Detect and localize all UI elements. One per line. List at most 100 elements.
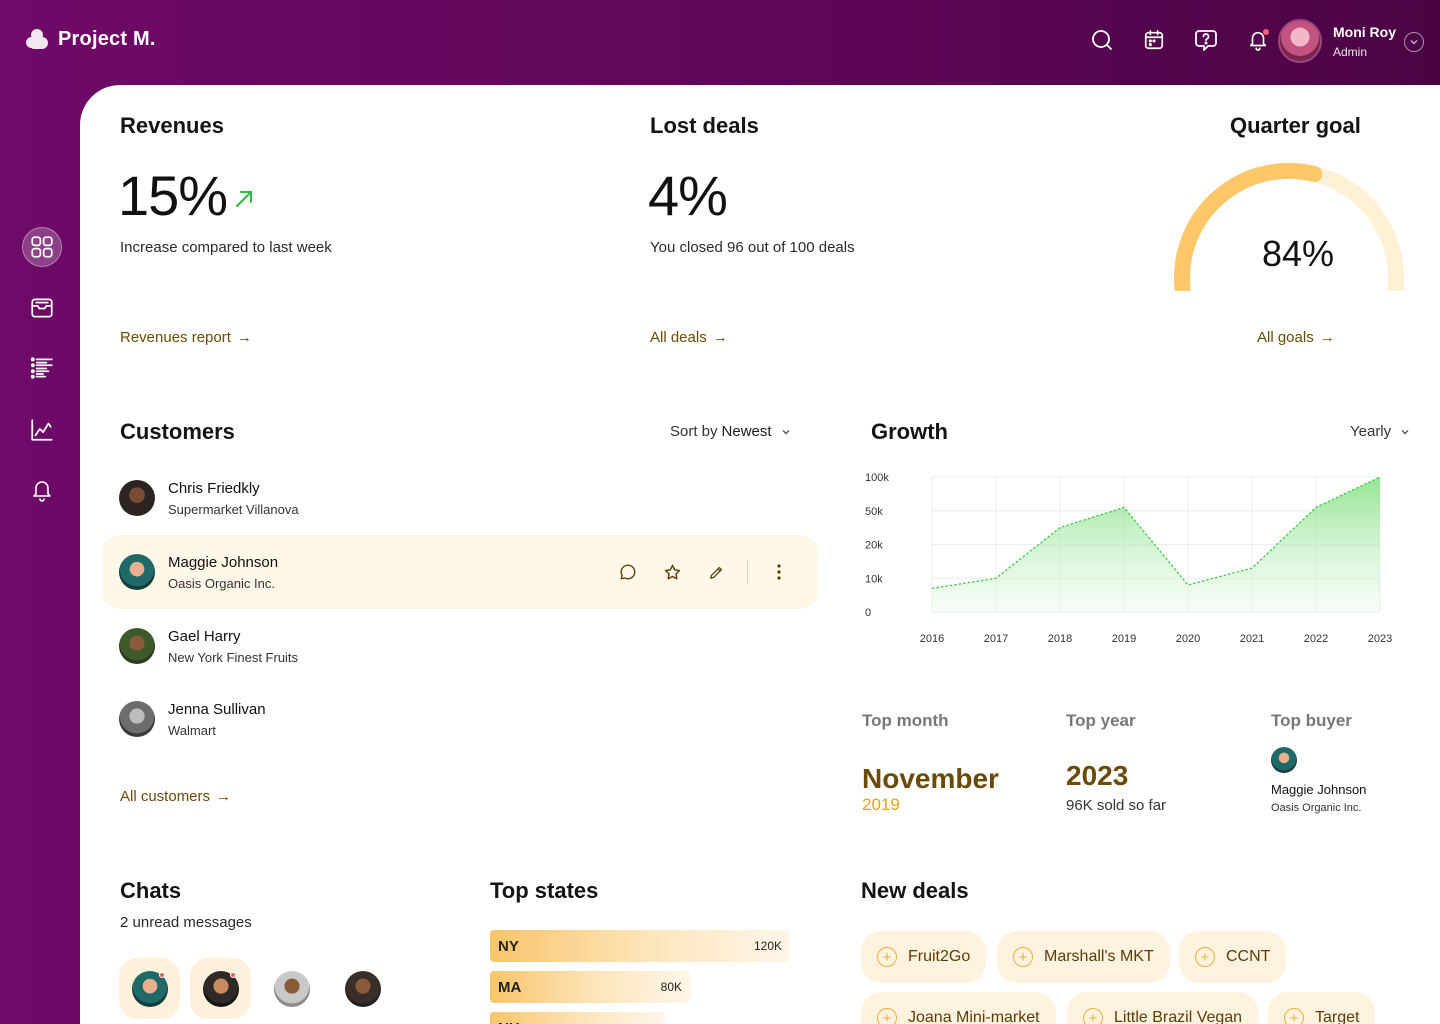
all-customers-link[interactable]: All customers → — [120, 788, 231, 805]
plus-icon: + — [877, 947, 897, 967]
search-icon[interactable] — [1088, 26, 1116, 54]
user-menu[interactable]: Moni Roy Admin — [1278, 19, 1424, 63]
sidebar-item-inbox[interactable] — [22, 288, 62, 328]
sidebar-item-analytics[interactable] — [22, 410, 62, 450]
sidebar-item-dashboard[interactable] — [22, 227, 62, 267]
bell-icon — [33, 481, 51, 502]
chevron-down-icon — [1401, 429, 1409, 434]
customer-name: Gael Harry — [168, 627, 241, 645]
unread-dot — [159, 972, 165, 978]
x-tick-label: 2016 — [920, 633, 944, 645]
plus-icon: + — [1284, 1008, 1304, 1024]
deal-chip[interactable]: + Target — [1268, 992, 1376, 1024]
revenues-title: Revenues — [120, 113, 224, 138]
x-tick-label: 2023 — [1368, 633, 1392, 645]
help-icon[interactable] — [1192, 26, 1220, 54]
avatar — [119, 701, 155, 737]
avatar — [273, 970, 310, 1007]
unread-messages: 2 unread messages — [120, 914, 252, 931]
all-goals-label: All goals — [1257, 329, 1314, 346]
plus-icon: + — [1013, 947, 1033, 967]
deal-chip[interactable]: + Little Brazil Vegan — [1067, 992, 1259, 1024]
more-options-icon[interactable] — [766, 559, 792, 585]
brand[interactable]: Project M. — [26, 28, 156, 51]
y-tick-label: 10k — [865, 573, 883, 585]
period-dropdown[interactable]: Yearly — [1350, 423, 1411, 440]
chat-avatar[interactable] — [261, 958, 322, 1019]
deal-name: Little Brazil Vegan — [1114, 1009, 1243, 1024]
chat-avatar[interactable] — [332, 958, 393, 1019]
y-tick-label: 100k — [865, 472, 889, 484]
divider — [747, 560, 748, 584]
all-goals-link[interactable]: All goals → — [1257, 329, 1335, 346]
main-panel: Revenues 15% Increase compared to last w… — [80, 85, 1440, 1024]
quarter-goal-value: 84% — [1262, 233, 1335, 274]
dashboard-icon — [31, 236, 53, 258]
y-tick-label: 50k — [865, 506, 883, 518]
arrow-right-icon: → — [216, 788, 232, 805]
state-value: 80K — [660, 980, 682, 994]
edit-icon[interactable] — [703, 559, 729, 585]
plus-icon: + — [877, 1008, 897, 1024]
sidebar-item-notifications[interactable] — [22, 470, 62, 510]
comment-icon[interactable] — [615, 559, 641, 585]
chevron-down-icon[interactable] — [1404, 32, 1424, 52]
arrow-right-icon: → — [1319, 329, 1335, 346]
lost-deals-title: Lost deals — [650, 113, 759, 138]
customer-company: Oasis Organic Inc. — [168, 575, 275, 591]
x-tick-label: 2019 — [1112, 633, 1136, 645]
sidebar-item-list[interactable] — [22, 348, 62, 388]
sort-dropdown[interactable]: Sort by Newest — [670, 423, 792, 440]
state-code: NH — [498, 1020, 520, 1024]
all-deals-label: All deals — [650, 329, 707, 346]
deal-chip[interactable]: + Fruit2Go — [861, 931, 987, 983]
revenues-report-label: Revenues report — [120, 329, 231, 346]
quarter-goal-title: Quarter goal — [1230, 113, 1361, 138]
revenues-description: Increase compared to last week — [120, 239, 332, 256]
trend-up-icon — [236, 191, 252, 207]
plus-icon: + — [1083, 1008, 1103, 1024]
inbox-icon — [31, 298, 53, 318]
top-year-value: 2023 — [1066, 760, 1129, 791]
chart-icon — [31, 419, 53, 441]
quarter-goal-gauge — [1174, 162, 1404, 291]
deal-name: Target — [1315, 1009, 1360, 1024]
list-icon — [30, 357, 53, 379]
state-bar[interactable]: NY 120K — [490, 930, 790, 962]
period-value: Yearly — [1350, 423, 1392, 440]
revenues-report-link[interactable]: Revenues report → — [120, 329, 252, 346]
all-deals-link[interactable]: All deals → — [650, 329, 728, 346]
series-line — [931, 476, 1381, 590]
customer-row[interactable]: Jenna Sullivan Walmart — [102, 682, 818, 756]
x-tick-label: 2021 — [1240, 633, 1264, 645]
customer-company: Supermarket Villanova — [168, 501, 299, 517]
star-icon[interactable] — [659, 559, 685, 585]
deal-chip[interactable]: + Marshall's MKT — [997, 931, 1170, 983]
state-bar[interactable]: MA 80K — [490, 971, 690, 1003]
top-month-label: Top month — [862, 711, 949, 730]
customer-company: New York Finest Fruits — [168, 649, 299, 665]
chat-avatar[interactable] — [119, 958, 180, 1019]
sidebar — [0, 85, 80, 1024]
deal-name: CCNT — [1226, 948, 1271, 965]
new-deals-title: New deals — [861, 878, 969, 903]
top-buyer-company: Oasis Organic Inc. — [1271, 802, 1362, 814]
deal-chip[interactable]: + Joana Mini-market — [861, 992, 1056, 1024]
calendar-icon[interactable] — [1140, 26, 1168, 54]
avatar — [1271, 747, 1297, 773]
customer-row[interactable]: Chris Friedkly Supermarket Villanova — [102, 461, 818, 535]
customers-title: Customers — [120, 419, 235, 444]
deal-chip[interactable]: + CCNT — [1179, 931, 1287, 983]
state-bar[interactable]: NH — [490, 1012, 665, 1024]
notification-bell-icon[interactable] — [1244, 26, 1272, 54]
customer-row[interactable]: Gael Harry New York Finest Fruits — [102, 609, 818, 683]
series-area — [932, 477, 1380, 612]
top-month-value: November — [862, 763, 999, 794]
revenues-value: 15% — [118, 164, 228, 227]
avatar — [119, 480, 155, 516]
chat-avatar[interactable] — [190, 958, 251, 1019]
customer-row[interactable]: Maggie Johnson Oasis Organic Inc. — [102, 535, 818, 609]
top-month-year: 2019 — [862, 795, 900, 814]
avatar — [119, 554, 155, 590]
growth-chart: 100k 50k 20k 10k 0 2016 2017 2018 2019 2020 2021 2… — [865, 472, 1392, 645]
